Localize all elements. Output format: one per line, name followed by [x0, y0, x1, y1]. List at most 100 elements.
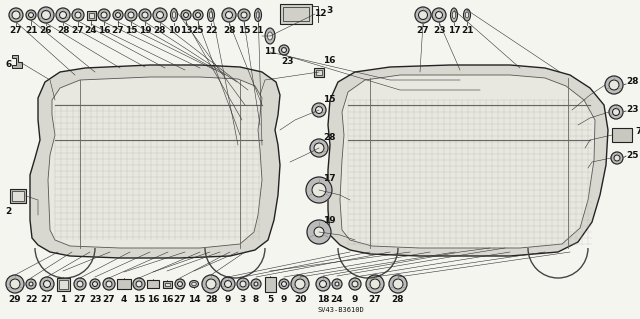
Text: 20: 20	[294, 295, 306, 304]
Text: 2: 2	[5, 207, 12, 216]
Circle shape	[6, 275, 24, 293]
Text: 17: 17	[448, 26, 460, 35]
Text: 8: 8	[253, 295, 259, 304]
Circle shape	[9, 8, 23, 22]
Bar	[117, 279, 131, 289]
Text: 4: 4	[121, 295, 127, 304]
Circle shape	[125, 9, 137, 21]
Text: 27: 27	[112, 26, 124, 35]
Circle shape	[93, 281, 97, 286]
Circle shape	[316, 107, 323, 114]
Circle shape	[202, 275, 220, 293]
Circle shape	[26, 279, 36, 289]
Circle shape	[75, 12, 81, 18]
Text: 17: 17	[323, 174, 335, 183]
Ellipse shape	[452, 11, 456, 19]
Circle shape	[98, 9, 110, 21]
Circle shape	[241, 12, 247, 18]
Ellipse shape	[463, 9, 470, 21]
Circle shape	[225, 280, 232, 287]
Text: 29: 29	[9, 295, 21, 304]
Circle shape	[101, 12, 107, 18]
Ellipse shape	[265, 28, 275, 44]
Ellipse shape	[465, 12, 468, 18]
Circle shape	[352, 281, 358, 287]
Circle shape	[29, 12, 33, 18]
Ellipse shape	[451, 8, 458, 22]
Bar	[164, 283, 170, 286]
Text: 9: 9	[281, 295, 287, 304]
Ellipse shape	[209, 12, 212, 18]
Text: 25: 25	[192, 26, 204, 35]
Circle shape	[38, 7, 54, 23]
Ellipse shape	[192, 282, 196, 286]
Text: 11: 11	[264, 47, 276, 56]
Circle shape	[605, 76, 623, 94]
Circle shape	[56, 8, 70, 22]
Circle shape	[335, 282, 339, 286]
Circle shape	[251, 279, 261, 289]
Text: 28: 28	[154, 26, 166, 35]
Circle shape	[312, 103, 326, 117]
Circle shape	[90, 279, 100, 289]
Text: 24: 24	[331, 295, 343, 304]
PathPatch shape	[30, 65, 280, 258]
Text: 1: 1	[60, 295, 66, 304]
Text: 27: 27	[173, 295, 186, 304]
Circle shape	[319, 280, 326, 287]
Bar	[56, 278, 70, 291]
Circle shape	[310, 139, 328, 157]
Text: 15: 15	[132, 295, 145, 304]
Circle shape	[370, 279, 380, 289]
Text: 21: 21	[252, 26, 264, 35]
Text: 22: 22	[25, 295, 37, 304]
Text: 15: 15	[237, 26, 250, 35]
Circle shape	[291, 275, 309, 293]
Circle shape	[175, 279, 185, 289]
Circle shape	[77, 281, 83, 287]
Text: 27: 27	[72, 26, 84, 35]
Circle shape	[26, 10, 36, 20]
Circle shape	[42, 11, 51, 19]
Text: 6: 6	[5, 60, 12, 69]
Text: 28: 28	[626, 78, 639, 86]
Circle shape	[314, 143, 324, 153]
Circle shape	[225, 11, 232, 19]
Circle shape	[306, 177, 332, 203]
Text: SV43-B3610D: SV43-B3610D	[318, 307, 365, 313]
Circle shape	[432, 8, 446, 22]
Text: 28: 28	[223, 26, 236, 35]
Text: 26: 26	[40, 26, 52, 35]
Circle shape	[72, 9, 84, 21]
Text: 5: 5	[267, 295, 273, 304]
Circle shape	[435, 11, 442, 19]
Circle shape	[282, 281, 287, 286]
Bar	[612, 128, 632, 142]
Text: 27: 27	[41, 295, 53, 304]
Circle shape	[312, 183, 326, 197]
Circle shape	[222, 8, 236, 22]
Text: 19: 19	[139, 26, 151, 35]
Text: 12: 12	[314, 10, 326, 19]
Text: 23: 23	[433, 26, 445, 35]
Circle shape	[609, 105, 623, 119]
Text: 28: 28	[323, 133, 335, 142]
Text: 25: 25	[626, 151, 639, 160]
Circle shape	[279, 45, 289, 55]
Text: 16: 16	[147, 295, 159, 304]
Bar	[264, 277, 275, 292]
Text: 14: 14	[188, 295, 200, 304]
Circle shape	[332, 279, 342, 289]
Bar	[12, 191, 24, 201]
Text: 28: 28	[205, 295, 217, 304]
Circle shape	[282, 48, 287, 53]
Text: 19: 19	[323, 216, 335, 225]
Circle shape	[419, 11, 428, 19]
Text: 28: 28	[57, 26, 69, 35]
Circle shape	[366, 275, 384, 293]
Circle shape	[279, 279, 289, 289]
Circle shape	[184, 12, 189, 18]
Text: 23: 23	[281, 57, 293, 66]
Ellipse shape	[268, 32, 273, 40]
Circle shape	[393, 279, 403, 289]
